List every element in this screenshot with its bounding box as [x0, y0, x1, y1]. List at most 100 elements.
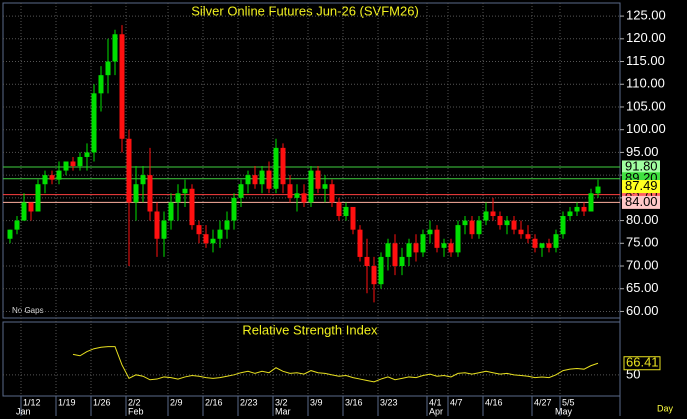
candle-body: [266, 170, 272, 189]
candle-body: [84, 152, 90, 157]
candle-body: [462, 220, 468, 226]
y-tick-label: 70.00: [626, 257, 659, 272]
last-price-label: 87.49: [625, 178, 658, 193]
candle-body: [14, 220, 20, 230]
month-label: Mar: [275, 406, 291, 416]
rsi-last-box: [623, 356, 661, 371]
candle-body: [539, 243, 545, 248]
x-tick-label: 2/2: [128, 397, 141, 407]
candle-body: [70, 161, 76, 167]
candle-body: [147, 175, 153, 212]
x-tick-label: 3/9: [310, 397, 323, 407]
candle-body: [280, 147, 286, 185]
candle-body: [532, 238, 538, 248]
candle-body: [420, 234, 426, 253]
candle-body: [371, 266, 377, 285]
month-label: Jan: [16, 406, 31, 416]
candle-body: [224, 220, 230, 230]
candle-body: [588, 193, 594, 212]
candle-body: [427, 229, 433, 235]
y-tick-label: 75.00: [626, 235, 659, 250]
candle-body: [406, 243, 412, 257]
candle-body: [350, 206, 356, 230]
candle-body: [231, 197, 237, 221]
x-tick-label: 4/27: [534, 397, 552, 407]
candle-body: [469, 220, 475, 235]
candle-body: [483, 211, 489, 221]
level-label: 84.00: [625, 194, 658, 209]
candle-body: [98, 75, 104, 94]
month-label: Feb: [128, 406, 144, 416]
candle-body: [126, 138, 132, 203]
candle-body: [553, 234, 559, 248]
rsi-last-label: 66.41: [626, 355, 659, 370]
x-tick-label: 2/16: [205, 397, 223, 407]
interval-label: Day: [657, 403, 674, 413]
candle-body: [364, 256, 370, 267]
candle-body: [476, 220, 482, 235]
candle-body: [252, 175, 258, 185]
y-tick-label: 125.00: [626, 8, 666, 23]
candle-body: [511, 220, 517, 230]
candle-body: [336, 202, 342, 217]
candle-body: [140, 175, 146, 185]
candle-body: [273, 147, 279, 189]
x-tick-label: 3/2: [275, 397, 288, 407]
candle-body: [91, 93, 97, 153]
y-tick-label: 65.00: [626, 280, 659, 295]
x-tick-label: 5/5: [562, 397, 575, 407]
candle-body: [42, 175, 48, 185]
x-tick-label: 4/1: [429, 397, 442, 407]
candle-body: [567, 211, 573, 217]
candle-body: [56, 170, 62, 180]
x-tick-label: 4/7: [450, 397, 463, 407]
candle-body: [392, 243, 398, 267]
candle-body: [518, 229, 524, 235]
candle-body: [560, 216, 566, 235]
y-tick-label: 60.00: [626, 303, 659, 318]
candle-body: [413, 243, 419, 253]
candle-body: [21, 202, 27, 221]
x-tick-label: 1/26: [93, 397, 111, 407]
candle-body: [182, 188, 188, 194]
y-tick-label: 100.00: [626, 121, 666, 136]
candle-body: [63, 161, 69, 171]
y-tick-label: 80.00: [626, 212, 659, 227]
candle-body: [357, 229, 363, 257]
candle-body: [35, 184, 41, 212]
month-label: Apr: [429, 406, 443, 416]
y-tick-label: 110.00: [626, 76, 665, 91]
x-tick-label: 1/12: [23, 397, 41, 407]
y-tick-label: 115.00: [626, 53, 665, 68]
candle-body: [448, 243, 454, 253]
rsi-panel: [2, 321, 621, 397]
y-tick-label: 105.00: [626, 98, 666, 113]
rsi-line: [72, 346, 599, 383]
candle-body: [154, 211, 160, 239]
chart-title: Silver Online Futures Jun-26 (SVFM26): [191, 3, 419, 18]
candle-body: [203, 234, 209, 244]
x-tick-label: 3/16: [345, 397, 363, 407]
candle-body: [133, 184, 139, 203]
candle-body: [119, 34, 125, 139]
candle-body: [217, 229, 223, 239]
candle-body: [301, 193, 307, 203]
y-tick-label: 120.00: [626, 30, 666, 45]
price-panel: [2, 2, 621, 319]
candle-body: [308, 170, 314, 203]
candle-body: [189, 188, 195, 226]
candle-body: [497, 216, 503, 226]
x-tick-label: 1/19: [58, 397, 76, 407]
candle-body: [504, 220, 510, 226]
candle-body: [581, 206, 587, 212]
candle-body: [210, 238, 216, 244]
x-tick-label: 2/23: [240, 397, 258, 407]
x-tick-label: 3/23: [380, 397, 398, 407]
candle-body: [490, 211, 496, 217]
candle-body: [322, 184, 328, 189]
candle-body: [28, 202, 34, 212]
candle-body: [434, 229, 440, 248]
candle-body: [238, 184, 244, 198]
candle-body: [77, 156, 83, 167]
